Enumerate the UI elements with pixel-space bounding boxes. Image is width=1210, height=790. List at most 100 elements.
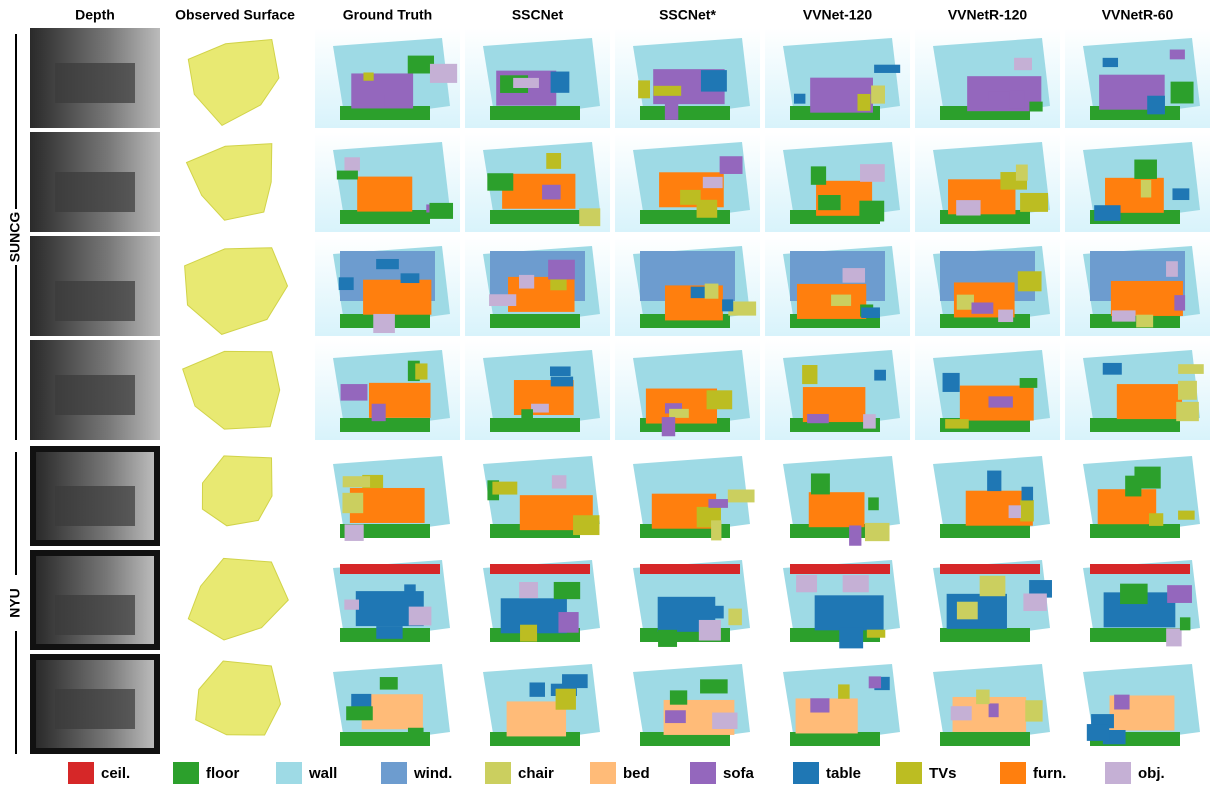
object-voxels bbox=[1102, 57, 1119, 68]
ceiling-voxels bbox=[640, 564, 740, 574]
object-voxels bbox=[363, 72, 374, 81]
object-voxels bbox=[1178, 510, 1195, 520]
object-voxels bbox=[868, 676, 882, 689]
object-voxels bbox=[1014, 57, 1032, 71]
object-voxels bbox=[793, 93, 806, 104]
legend-swatch bbox=[68, 762, 94, 784]
object-voxels bbox=[976, 689, 990, 705]
object-voxels bbox=[1167, 585, 1192, 603]
column-header: SSCNet bbox=[512, 7, 564, 23]
completion-result bbox=[783, 456, 900, 546]
completion-result bbox=[1083, 560, 1200, 647]
completion-result bbox=[483, 560, 600, 642]
ceiling-voxels bbox=[490, 564, 590, 574]
object-voxels bbox=[807, 413, 829, 424]
object-voxels bbox=[702, 176, 723, 189]
column-header: Ground Truth bbox=[343, 7, 432, 23]
depth-image bbox=[30, 654, 160, 754]
object-voxels bbox=[868, 497, 879, 511]
completion-result bbox=[615, 132, 760, 232]
group-label: NYU bbox=[7, 588, 23, 618]
depth-image bbox=[30, 28, 160, 128]
object-voxels bbox=[638, 80, 651, 99]
legend-swatch bbox=[793, 762, 819, 784]
object-voxels bbox=[548, 259, 575, 280]
legend-swatch bbox=[276, 762, 302, 784]
completion-result bbox=[783, 560, 900, 649]
object-voxels bbox=[1178, 364, 1204, 374]
object-voxels bbox=[945, 419, 969, 429]
object-voxels bbox=[357, 176, 413, 212]
legend-swatch bbox=[173, 762, 199, 784]
completion-result bbox=[933, 664, 1050, 746]
surface-shape bbox=[185, 143, 273, 221]
completion-result bbox=[465, 28, 610, 128]
object-voxels bbox=[859, 200, 885, 222]
observed-surface bbox=[195, 660, 282, 736]
completion-result bbox=[633, 456, 755, 541]
completion-result bbox=[765, 340, 910, 440]
completion-result bbox=[1065, 28, 1210, 128]
object-voxels bbox=[546, 153, 562, 169]
completion-result bbox=[1065, 236, 1210, 336]
object-voxels bbox=[1166, 261, 1178, 277]
object-voxels bbox=[1009, 90, 1025, 109]
object-voxels bbox=[700, 70, 727, 92]
object-voxels bbox=[340, 384, 368, 401]
completion-result bbox=[915, 132, 1060, 232]
completion-result bbox=[915, 340, 1060, 440]
object-voxels bbox=[529, 682, 545, 697]
column-header: SSCNet* bbox=[659, 7, 716, 23]
object-voxels bbox=[573, 515, 600, 536]
object-voxels bbox=[342, 476, 371, 488]
object-voxels bbox=[1019, 378, 1038, 388]
surface-shape bbox=[184, 247, 289, 335]
depth-object bbox=[55, 281, 135, 321]
floor-voxels bbox=[490, 106, 580, 120]
completion-result bbox=[333, 560, 450, 642]
object-voxels bbox=[864, 522, 890, 542]
floor-voxels bbox=[340, 210, 430, 224]
object-voxels bbox=[344, 524, 364, 541]
legend-label: table bbox=[826, 765, 861, 782]
object-voxels bbox=[1094, 205, 1121, 221]
object-voxels bbox=[1111, 310, 1136, 322]
object-voxels bbox=[1148, 513, 1164, 526]
object-voxels bbox=[1140, 179, 1152, 198]
object-voxels bbox=[489, 294, 517, 307]
object-voxels bbox=[1023, 593, 1047, 612]
object-voxels bbox=[1134, 159, 1157, 179]
object-voxels bbox=[710, 605, 724, 619]
object-voxels bbox=[407, 727, 424, 737]
object-voxels bbox=[988, 396, 1013, 408]
completion-result bbox=[483, 664, 600, 746]
completion-result bbox=[315, 28, 460, 128]
floor-voxels bbox=[340, 732, 430, 746]
object-voxels bbox=[1008, 505, 1022, 519]
ceiling-voxels bbox=[940, 564, 1040, 574]
completion-result bbox=[783, 664, 900, 746]
completion-result bbox=[465, 132, 610, 232]
object-voxels bbox=[1114, 694, 1130, 710]
object-voxels bbox=[664, 98, 679, 120]
object-voxels bbox=[727, 489, 755, 503]
observed-surface bbox=[182, 350, 281, 430]
completion-result bbox=[615, 236, 760, 336]
legend-swatch bbox=[1000, 762, 1026, 784]
completion-result bbox=[465, 340, 610, 440]
floor-voxels bbox=[940, 732, 1030, 746]
object-voxels bbox=[866, 629, 886, 638]
object-voxels bbox=[415, 363, 428, 380]
depth-object bbox=[55, 486, 135, 526]
column-header: Observed Surface bbox=[175, 7, 295, 23]
column-header: VVNetR-60 bbox=[1102, 7, 1174, 23]
object-voxels bbox=[860, 164, 885, 182]
object-voxels bbox=[802, 365, 818, 385]
object-voxels bbox=[1147, 95, 1165, 115]
ceiling-voxels bbox=[340, 564, 440, 574]
object-voxels bbox=[696, 199, 718, 218]
completion-result bbox=[933, 456, 1050, 538]
object-voxels bbox=[810, 698, 830, 713]
column-header: VVNetR-120 bbox=[948, 7, 1028, 23]
